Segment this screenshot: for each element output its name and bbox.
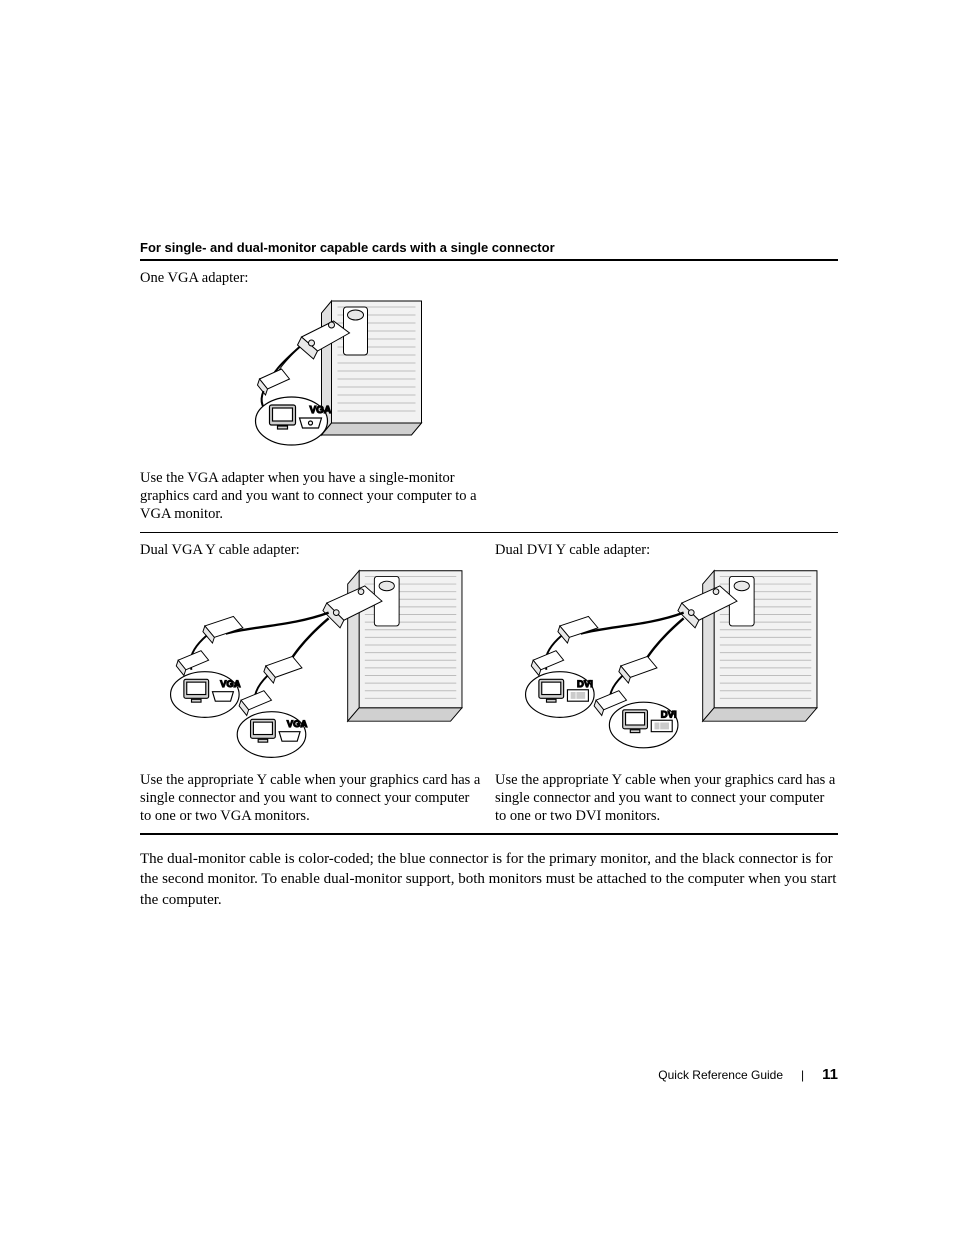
- footer-doc-title: Quick Reference Guide: [658, 1068, 783, 1082]
- footer-page-number: 11: [822, 1066, 838, 1083]
- caption-single-vga: Use the VGA adapter when you have a sing…: [140, 469, 483, 523]
- vga-label-2: VGA: [287, 719, 308, 730]
- dvi-label-1: DVI: [577, 679, 593, 690]
- row-single-vga: One VGA adapter:: [140, 269, 838, 533]
- vga-label: VGA: [310, 405, 332, 416]
- caption-dual-vga: Use the appropriate Y cable when your gr…: [140, 771, 483, 825]
- cell-title: Dual VGA Y cable adapter:: [140, 541, 483, 559]
- vga-label-1: VGA: [220, 679, 241, 690]
- cell-dual-dvi: Dual DVI Y cable adapter:: [495, 541, 838, 826]
- caption-dual-dvi: Use the appropriate Y cable when your gr…: [495, 771, 838, 825]
- cell-empty-right: [495, 269, 838, 524]
- cell-title: Dual DVI Y cable adapter:: [495, 541, 838, 559]
- dvi-label-2: DVI: [661, 709, 677, 720]
- figure-single-vga: VGA: [140, 293, 483, 463]
- figure-dual-dvi: DVI DVI: [495, 565, 838, 765]
- cell-single-vga: One VGA adapter:: [140, 269, 483, 524]
- body-paragraph: The dual-monitor cable is color-coded; t…: [140, 849, 838, 910]
- figure-dual-vga: VGA VGA: [140, 565, 483, 765]
- cell-title: One VGA adapter:: [140, 269, 483, 287]
- section-header: For single- and dual-monitor capable car…: [140, 240, 838, 261]
- cell-dual-vga: Dual VGA Y cable adapter:: [140, 541, 483, 826]
- page-footer: Quick Reference Guide | 11: [658, 1066, 838, 1083]
- footer-separator: |: [801, 1068, 804, 1082]
- row-dual: Dual VGA Y cable adapter:: [140, 541, 838, 836]
